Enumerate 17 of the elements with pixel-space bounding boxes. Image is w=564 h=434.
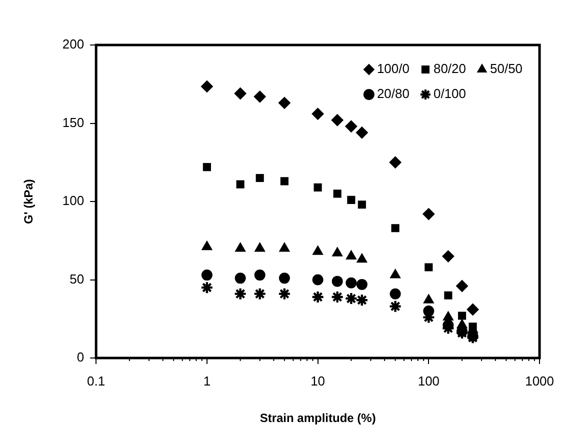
x-tick-label: 0.1 xyxy=(87,373,106,388)
legend-label: 20/80 xyxy=(376,86,410,102)
x-tick-label: 100 xyxy=(418,373,440,388)
x-tick-label: 1 xyxy=(203,373,211,388)
x-axis-title: Strain amplitude (%) xyxy=(260,411,376,426)
legend-label: 100/0 xyxy=(376,61,410,76)
y-tick-label: 100 xyxy=(62,193,84,208)
y-axis-title: G' (kPa) xyxy=(22,179,36,224)
y-tick-label: 0 xyxy=(76,350,84,365)
legend-label: 0/100 xyxy=(433,86,466,102)
y-tick-label: 50 xyxy=(70,271,84,286)
x-tick-label: 1000 xyxy=(525,373,554,388)
y-tick-label: 200 xyxy=(62,36,84,52)
legend-label: 80/20 xyxy=(433,61,466,76)
y-tick-label: 150 xyxy=(62,114,84,130)
legend-label: 50/50 xyxy=(490,61,523,76)
x-tick-label: 10 xyxy=(310,373,326,388)
